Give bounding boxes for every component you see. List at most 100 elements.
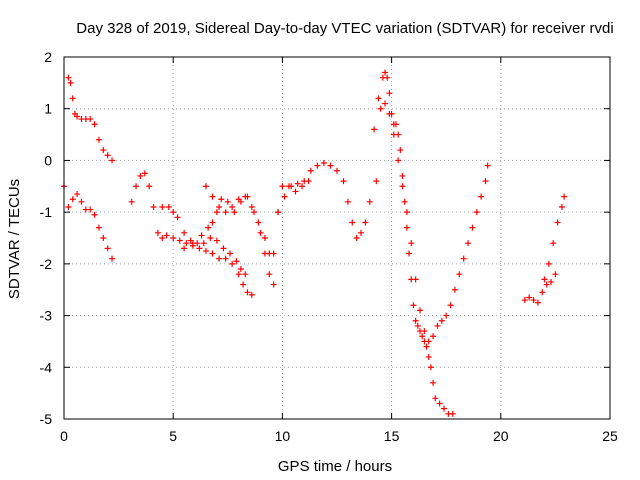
- data-point: [279, 183, 286, 190]
- data-point: [397, 147, 404, 154]
- plot-border: [63, 56, 611, 420]
- data-point: [425, 353, 432, 360]
- data-point: [202, 183, 209, 190]
- data-point: [416, 307, 423, 314]
- data-point: [209, 219, 216, 226]
- data-point: [294, 180, 301, 187]
- x-tick-label: 0: [60, 428, 68, 444]
- y-tick-label: -3: [40, 308, 53, 324]
- data-point: [231, 209, 238, 216]
- y-tick-label: -5: [40, 411, 53, 427]
- data-point: [183, 240, 190, 247]
- data-point: [196, 245, 203, 252]
- data-point: [163, 232, 170, 239]
- data-point: [375, 95, 382, 102]
- data-point: [358, 229, 365, 236]
- data-point: [334, 167, 340, 174]
- axes: [63, 56, 611, 420]
- data-point: [436, 400, 443, 407]
- data-point: [561, 193, 568, 200]
- data-point: [371, 126, 378, 133]
- data-point: [244, 289, 251, 296]
- data-point: [307, 167, 314, 174]
- data-point: [281, 193, 288, 200]
- data-point: [434, 322, 441, 329]
- data-point: [292, 188, 299, 195]
- data-point: [235, 271, 242, 278]
- series-arc-b: [61, 183, 116, 262]
- data-point: [548, 278, 555, 285]
- data-point: [109, 157, 116, 164]
- data-point: [285, 183, 292, 190]
- data-point: [207, 235, 214, 241]
- data-series: [61, 69, 568, 417]
- data-point: [314, 162, 321, 169]
- data-point: [469, 224, 476, 231]
- data-point: [133, 183, 140, 190]
- data-point: [235, 196, 242, 203]
- data-point: [349, 219, 356, 226]
- data-point: [216, 255, 223, 262]
- data-point: [473, 209, 480, 216]
- data-point: [261, 235, 268, 241]
- data-point: [266, 271, 273, 278]
- data-point: [251, 209, 258, 216]
- data-point: [526, 294, 533, 301]
- y-axis-title: SDTVAR / TECUs: [6, 179, 23, 299]
- data-point: [373, 178, 380, 185]
- tick-labels: 0 5 10 15 20 25 -5 -4 -3 -2 -1 0 1 2: [40, 49, 618, 444]
- data-point: [399, 183, 406, 190]
- y-tick-label: -4: [40, 359, 53, 375]
- data-point: [91, 211, 98, 218]
- y-tick-label: -2: [40, 256, 53, 272]
- gridlines: [64, 57, 610, 419]
- x-axis-title: GPS time / hours: [278, 458, 392, 475]
- data-point: [176, 237, 183, 244]
- data-point: [226, 250, 233, 257]
- data-point: [213, 209, 220, 216]
- data-point: [554, 219, 561, 226]
- data-point: [299, 183, 306, 190]
- data-point: [170, 209, 177, 216]
- data-point: [95, 136, 102, 143]
- data-point: [213, 237, 220, 244]
- data-point: [447, 302, 454, 309]
- data-point: [443, 312, 450, 319]
- y-tick-label: -1: [40, 204, 53, 220]
- data-point: [403, 209, 410, 216]
- data-point: [460, 255, 467, 262]
- data-point: [384, 74, 391, 81]
- data-point: [406, 250, 413, 257]
- x-tick-label: 5: [169, 428, 177, 444]
- series-arc-h: [377, 100, 491, 345]
- data-point: [181, 245, 188, 252]
- series-arc-g: [371, 69, 456, 417]
- data-point: [141, 170, 148, 177]
- data-point: [377, 105, 384, 112]
- data-point: [275, 209, 282, 216]
- data-point: [200, 240, 207, 247]
- data-point: [78, 198, 85, 205]
- x-tick-label: 20: [493, 428, 509, 444]
- data-point: [198, 232, 205, 239]
- y-tick-label: 2: [44, 49, 52, 65]
- data-point: [146, 183, 153, 190]
- data-point: [216, 203, 223, 210]
- data-point: [465, 240, 472, 247]
- data-point: [174, 214, 181, 221]
- data-point: [432, 395, 439, 402]
- data-point: [209, 250, 216, 257]
- data-point: [224, 198, 231, 205]
- data-point: [382, 69, 389, 76]
- data-point: [390, 131, 397, 138]
- data-point: [423, 343, 430, 350]
- data-point: [456, 271, 463, 278]
- data-point: [65, 74, 72, 81]
- data-point: [401, 198, 408, 205]
- data-point: [205, 224, 212, 231]
- y-tick-label: 1: [44, 101, 52, 117]
- data-point: [438, 317, 445, 324]
- data-point: [242, 271, 249, 278]
- data-point: [104, 245, 111, 252]
